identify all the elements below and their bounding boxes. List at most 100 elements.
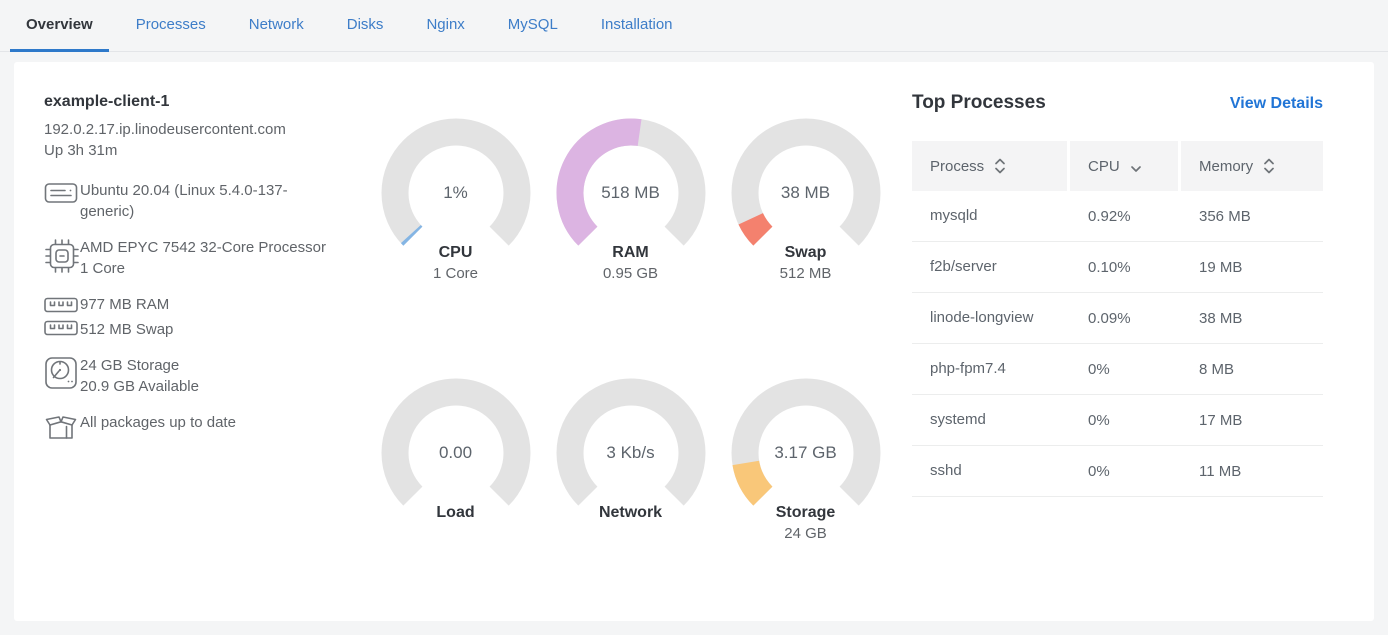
tab-nginx[interactable]: Nginx <box>426 16 465 33</box>
process-memory: 11 MB <box>1199 462 1242 480</box>
process-name: mysqld <box>930 207 978 224</box>
top-processes-panel: Top Processes View Details Process CPU <box>912 92 1323 497</box>
process-memory: 19 MB <box>1199 258 1243 276</box>
load-gauge-label: Load <box>436 504 475 521</box>
tab-overview[interactable]: Overview <box>10 0 109 52</box>
swap-gauge-label: Swap <box>784 244 827 261</box>
system-info-panel: example-client-1 192.0.2.17.ip.linodeuse… <box>44 93 374 456</box>
swap-gauge: 38 MB Swap 512 MB <box>718 118 893 284</box>
packages-row: All packages up to date <box>44 412 374 441</box>
process-memory: 38 MB <box>1199 309 1243 327</box>
load-gauge-arc <box>381 378 530 506</box>
cpu-gauge-value: 1% <box>443 183 468 202</box>
process-name: systemd <box>930 411 986 428</box>
swap-gauge-value: 38 MB <box>780 183 831 202</box>
process-name: sshd <box>930 462 962 479</box>
sort-both-icon <box>995 158 1006 174</box>
os-icon <box>44 180 80 222</box>
process-cpu: 0% <box>1088 411 1110 429</box>
ram-label: 977 MB RAM <box>80 296 170 313</box>
swap-label: 512 MB Swap <box>80 321 174 338</box>
storage-total: 24 GB Storage <box>80 357 180 374</box>
cpu-row: AMD EPYC 7542 32-Core Processor 1 Core <box>44 237 374 279</box>
process-cpu: 0.92% <box>1088 207 1131 225</box>
ram-gauge: 518 MB RAM 0.95 GB <box>543 118 718 284</box>
process-cpu: 0% <box>1088 360 1110 378</box>
tab-processes[interactable]: Processes <box>135 16 206 33</box>
storage-available: 20.9 GB Available <box>80 378 199 395</box>
cpu-gauge: 1% CPU 1 Core <box>368 118 543 284</box>
package-box-icon <box>44 412 80 441</box>
process-memory: 8 MB <box>1199 360 1235 378</box>
storage-gauge-label: Storage <box>775 504 836 521</box>
storage-row: 24 GB Storage 20.9 GB Available <box>44 355 374 397</box>
cpu-gauge-label: CPU <box>438 244 473 261</box>
process-cpu: 0% <box>1088 462 1110 480</box>
column-header-process[interactable]: Process <box>912 141 1067 191</box>
tab-bar: Overview Processes Network Disks Nginx M… <box>0 0 1388 52</box>
tab-installation[interactable]: Installation <box>600 16 673 33</box>
table-row: linode-longview 0.09% 38 MB <box>912 293 1323 344</box>
column-header-cpu[interactable]: CPU <box>1070 141 1178 191</box>
process-cpu: 0.10% <box>1088 258 1131 276</box>
cpu-gauge-sublabel: 1 Core <box>432 265 479 282</box>
top-processes-title: Top Processes <box>912 92 1046 113</box>
os-row: Ubuntu 20.04 (Linux 5.4.0-137-generic) <box>44 180 374 222</box>
ram-gauge-value: 518 MB <box>601 183 660 202</box>
os-label: Ubuntu 20.04 (Linux 5.4.0-137-generic) <box>80 182 288 220</box>
swap-row: 512 MB Swap <box>44 319 374 340</box>
gauge-row-2: 0.00 Load 3 Kb/s Network 3.17 GB Storage… <box>368 378 893 544</box>
storage-gauge-sublabel: 24 GB <box>784 525 827 542</box>
column-header-process-label: Process <box>930 157 985 175</box>
table-row: php-fpm7.4 0% 8 MB <box>912 344 1323 395</box>
process-memory: 17 MB <box>1199 411 1243 429</box>
swap-gauge-arc <box>731 118 880 246</box>
cpu-label: AMD EPYC 7542 32-Core Processor 1 Core <box>80 237 332 279</box>
table-row: systemd 0% 17 MB <box>912 395 1323 446</box>
process-memory: 356 MB <box>1199 207 1251 225</box>
hostname: example-client-1 <box>44 93 170 110</box>
network-gauge-arc <box>556 378 705 506</box>
swap-gauge-sublabel: 512 MB <box>779 265 832 282</box>
ram-gauge-arc <box>556 118 705 246</box>
storage-gauge-arc <box>731 378 880 506</box>
sort-desc-icon <box>1130 166 1141 172</box>
ram-row: 977 MB RAM <box>44 294 374 315</box>
column-header-memory[interactable]: Memory <box>1181 141 1323 191</box>
swap-ram-icon <box>44 319 80 340</box>
network-gauge-value: 3 Kb/s <box>606 443 655 462</box>
tab-network[interactable]: Network <box>248 16 304 33</box>
process-name: linode-longview <box>930 309 1034 326</box>
overview-card: example-client-1 192.0.2.17.ip.linodeuse… <box>14 62 1374 621</box>
host-uptime: Up 3h 31m <box>44 142 118 159</box>
column-header-memory-label: Memory <box>1199 157 1254 175</box>
ram-gauge-label: RAM <box>612 244 649 261</box>
network-gauge: 3 Kb/s Network <box>543 378 718 544</box>
top-processes-table: Process CPU Memory <box>912 141 1323 497</box>
load-gauge-value: 0.00 <box>438 443 473 462</box>
table-row: sshd 0% 11 MB <box>912 446 1323 497</box>
storage-label: 24 GB Storage 20.9 GB Available <box>80 355 332 397</box>
cpu-model: AMD EPYC 7542 32-Core Processor <box>80 239 326 256</box>
table-row: mysqld 0.92% 356 MB <box>912 191 1323 242</box>
tab-mysql[interactable]: MySQL <box>507 16 558 33</box>
tab-disks[interactable]: Disks <box>346 16 384 33</box>
ram-gauge-sublabel: 0.95 GB <box>602 265 659 282</box>
network-gauge-label: Network <box>598 504 663 521</box>
process-name: f2b/server <box>930 258 997 275</box>
column-header-cpu-label: CPU <box>1088 157 1120 175</box>
view-details-link[interactable]: View Details <box>1229 95 1323 112</box>
process-name: php-fpm7.4 <box>930 360 1006 377</box>
storage-gauge: 3.17 GB Storage 24 GB <box>718 378 893 544</box>
load-gauge: 0.00 Load <box>368 378 543 544</box>
cpu-gauge-arc <box>381 118 530 246</box>
ram-icon <box>44 296 80 314</box>
table-row: f2b/server 0.10% 19 MB <box>912 242 1323 293</box>
storage-gauge-value: 3.17 GB <box>774 443 837 462</box>
cpu-chip-icon <box>44 237 80 279</box>
gauge-row-1: 1% CPU 1 Core 518 MB RAM 0.95 GB 38 MB S… <box>368 118 893 284</box>
packages-label: All packages up to date <box>80 414 236 431</box>
cpu-cores: 1 Core <box>80 260 126 277</box>
disk-icon <box>44 355 80 397</box>
sort-both-icon <box>1264 158 1275 174</box>
